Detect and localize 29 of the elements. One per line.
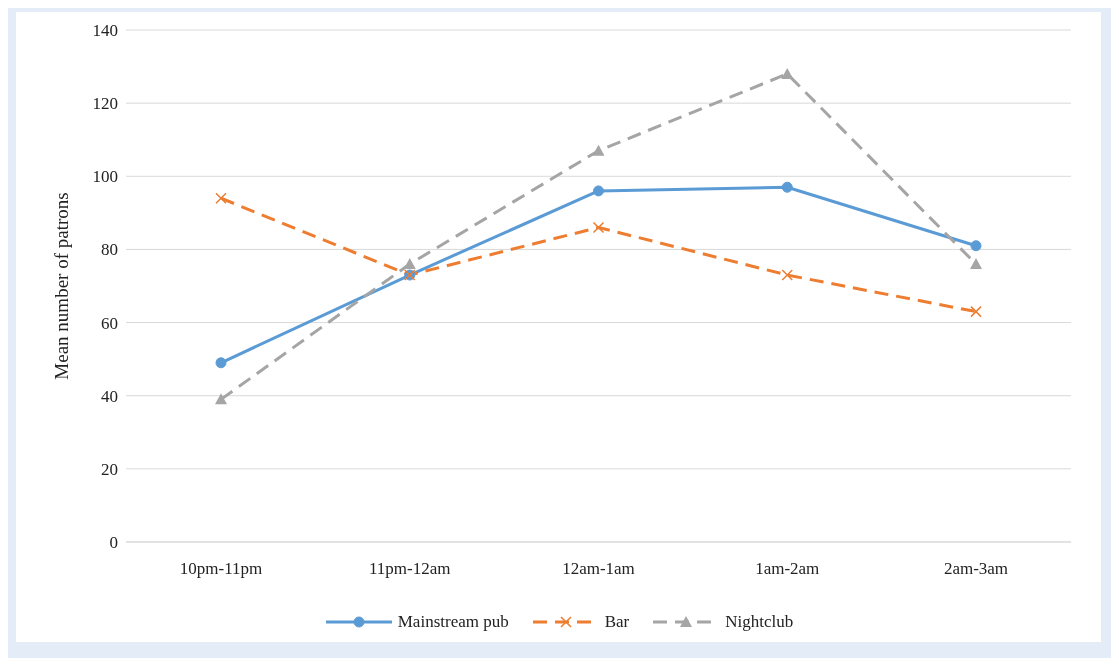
y-tick-label: 20	[101, 459, 118, 479]
legend-label: Bar	[604, 612, 630, 632]
legend-label: Mainstream pub	[397, 612, 509, 632]
legend-label: Nightclub	[725, 612, 794, 632]
x-tick-label: 12am-1am	[562, 559, 635, 579]
point	[215, 192, 227, 204]
y-tick-label: 0	[109, 533, 118, 553]
x-tick-label: 11pm-12am	[368, 559, 451, 579]
point	[592, 144, 605, 156]
point	[970, 258, 982, 270]
point	[970, 305, 982, 318]
y-tick-label: 60	[101, 313, 118, 333]
point	[593, 185, 604, 197]
point	[781, 269, 793, 281]
point	[215, 393, 227, 405]
point	[215, 357, 227, 369]
point	[970, 240, 982, 252]
y-tick-label: 80	[101, 240, 118, 260]
y-tick-label: 140	[92, 21, 118, 41]
y-tick-label: 100	[92, 167, 118, 187]
y-axis-title: Mean number of patrons	[50, 192, 72, 380]
point	[592, 221, 605, 234]
x-tick-label: 2am-3am	[943, 559, 1009, 579]
y-tick-label: 120	[92, 94, 118, 114]
y-tick-label: 40	[101, 386, 118, 406]
point	[781, 181, 793, 193]
point	[781, 67, 794, 79]
x-tick-label: 1am-2am	[755, 559, 820, 579]
x-tick-label: 10pm-11pm	[179, 559, 263, 579]
